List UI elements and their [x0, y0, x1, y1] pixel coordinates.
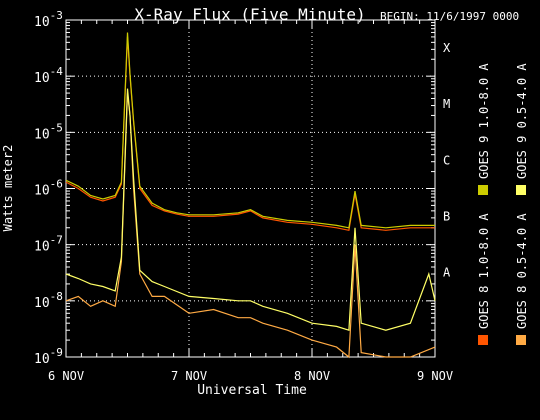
flare-class-label: C: [443, 153, 450, 167]
y-tick-label: 10-5: [34, 121, 63, 142]
x-axis-label: Universal Time: [197, 383, 307, 398]
flare-class-label: M: [443, 97, 450, 111]
x-tick-label: 9 NOV: [417, 369, 453, 383]
series-line: [65, 32, 435, 229]
x-tick-label: 8 NOV: [294, 369, 330, 383]
flare-class-labels: X M C B A: [443, 41, 451, 280]
series-line: [65, 93, 436, 359]
flare-class-label: A: [443, 266, 451, 280]
legend: GOES 8 1.0-8.0 A GOES 9 1.0-8.0 A GOES 8 0…: [477, 63, 529, 345]
legend-entry-label: GOES 8 1.0-8.0 A: [477, 213, 491, 329]
x-tick-label: 7 NOV: [171, 369, 207, 383]
legend-swatch: [478, 185, 488, 195]
series-line: [65, 88, 436, 331]
legend-swatch: [516, 335, 526, 345]
legend-entry-label: GOES 8 0.5-4.0 A: [515, 213, 529, 329]
y-tick-label: 10-9: [34, 346, 63, 367]
y-tick-label: 10-7: [34, 234, 63, 255]
y-tick-label: 10-3: [34, 9, 63, 30]
series-lines: [65, 32, 436, 359]
x-axis-ticks: 6 NOV 7 NOV 8 NOV 9 NOV: [48, 20, 453, 383]
chart-title: X-Ray Flux (Five Minute): [134, 5, 365, 24]
y-axis-label: Watts meter2: [1, 145, 15, 232]
legend-swatch: [516, 185, 526, 195]
x-tick-label: 6 NOV: [48, 369, 84, 383]
y-axis-ticks: 10-3 10-4 10-5 10-6 10-7 10-8 10-9: [34, 9, 435, 367]
legend-entry-label: GOES 9 1.0-8.0 A: [477, 63, 491, 179]
flare-class-label: X: [443, 41, 451, 55]
y-tick-label: 10-4: [34, 65, 63, 86]
y-tick-label: 10-8: [34, 290, 63, 311]
begin-date-label: BEGIN: 11/6/1997 0000: [380, 10, 519, 23]
legend-entry-label: GOES 9 0.5-4.0 A: [515, 63, 529, 179]
y-tick-label: 10-6: [34, 178, 63, 199]
legend-swatch: [478, 335, 488, 345]
flare-class-label: B: [443, 210, 450, 224]
